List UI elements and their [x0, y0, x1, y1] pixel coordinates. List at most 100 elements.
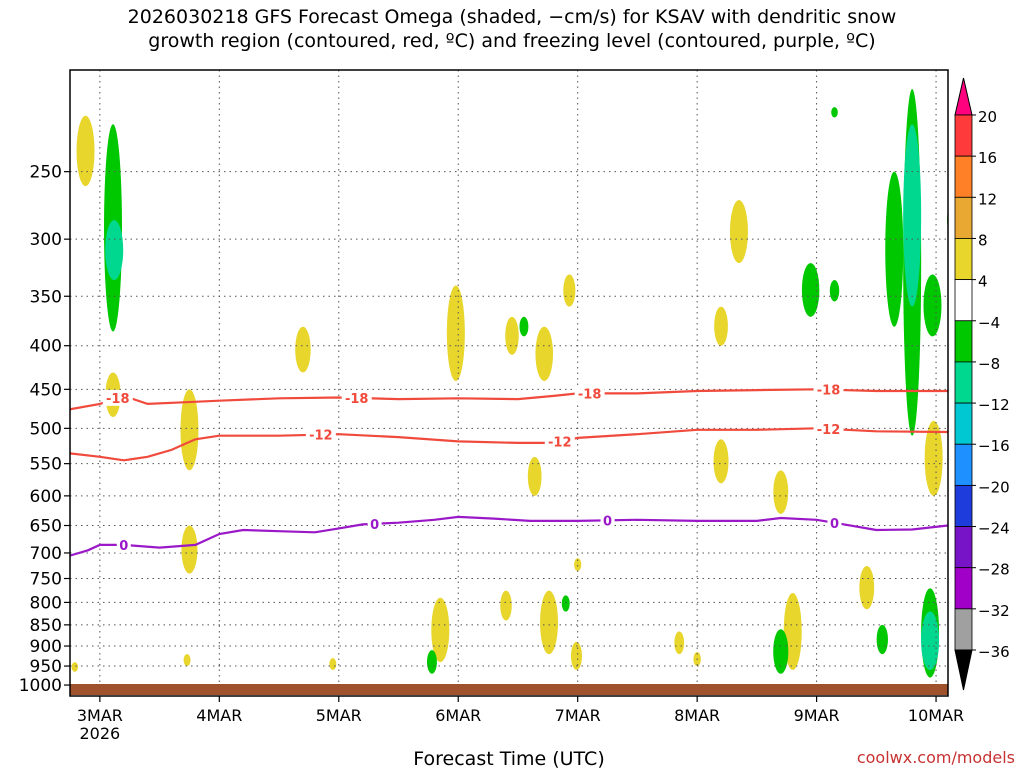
colorbar-swatch-3: [954, 238, 973, 281]
colorbar-swatch-2: [954, 196, 973, 239]
contour-label-dgz_-18-3: -18: [817, 384, 841, 399]
omega-area-33: [829, 280, 840, 302]
contour-label-freezing_0-0: 0: [119, 539, 128, 554]
contour-label-dgz_-18-0: -18: [106, 392, 130, 407]
x-tick-label-2: 5MAR: [316, 706, 362, 725]
contour-label-dgz_-18-1: -18: [345, 392, 369, 407]
contour-label-dgz_-12-2: -12: [817, 423, 841, 438]
colorbar-label-11: −28: [978, 561, 1010, 579]
x-tick-label-3: 6MAR: [435, 706, 481, 725]
y-tick-label-300: 300: [30, 230, 62, 250]
colorbar-top-arrow: [954, 77, 973, 116]
y-tick-label-700: 700: [30, 544, 62, 564]
x-tick-label-7: 10MAR: [908, 706, 964, 725]
y-tick-label-450: 450: [30, 380, 62, 400]
y-tick-label-350: 350: [30, 287, 62, 307]
omega-area-7: [183, 654, 191, 667]
omega-shading-layer: [71, 88, 948, 678]
x-tick-label-1: 4MAR: [196, 706, 242, 725]
omega-area-23: [729, 200, 748, 264]
omega-area-17: [527, 456, 542, 496]
contour-label-bg-dgz_-12-2: [813, 420, 844, 437]
plot-frame: [69, 69, 949, 697]
colorbar-swatch-5: [954, 320, 973, 363]
colorbar-swatch-4: [954, 279, 973, 322]
colorbar-swatch-0: [954, 114, 973, 157]
omega-area-13: [505, 316, 519, 355]
contour-label-bg-freezing_0-3: [827, 514, 842, 531]
colorbar-label-6: −8: [978, 355, 1000, 373]
colorbar-label-7: −12: [978, 396, 1010, 414]
omega-area-10: [446, 285, 465, 382]
omega-area-38: [903, 124, 922, 307]
omega-area-14: [500, 590, 512, 621]
colorbar-label-5: −4: [978, 314, 1000, 332]
contour-label-dgz_-18-2: -18: [578, 387, 602, 402]
y-tick-label-400: 400: [30, 337, 62, 357]
x-tick-label-0: 3MAR: [77, 706, 123, 725]
y-tick-label-800: 800: [30, 593, 62, 613]
y-tick-label-600: 600: [30, 487, 62, 507]
x-axis-label: Forecast Time (UTC): [413, 748, 604, 768]
contour-label-bg-dgz_-18-2: [574, 385, 605, 402]
y-tick-label-650: 650: [30, 517, 62, 537]
omega-area-25: [713, 439, 729, 484]
colorbar-label-12: −32: [978, 602, 1010, 620]
colorbar-swatch-12: [954, 608, 973, 651]
contour-label-freezing_0-3: 0: [830, 517, 839, 532]
contour-label-bg-dgz_-18-1: [341, 389, 372, 406]
omega-area-0: [76, 115, 95, 187]
omega-area-12: [426, 650, 437, 674]
watermark: coolwx.com/models: [857, 748, 1015, 767]
omega-area-18: [540, 590, 559, 655]
contour-label-bg-freezing_0-1: [367, 515, 382, 532]
contour-dgz_-18: [70, 388, 948, 411]
omega-area-6: [181, 525, 198, 574]
y-tick-label-750: 750: [30, 570, 62, 590]
y-tick-label-900: 900: [30, 637, 62, 657]
omega-area-8: [295, 326, 311, 373]
omega-area-28: [773, 470, 789, 514]
chart-title-line-1: 2026030218 GFS Forecast Omega (shaded, −…: [127, 6, 897, 28]
omega-area-20: [570, 641, 582, 670]
colorbar-swatch-9: [954, 484, 973, 527]
contour-label-bg-dgz_-12-1: [544, 433, 575, 450]
contour-label-bg-dgz_-12-0: [305, 426, 336, 443]
omega-area-19: [563, 274, 576, 307]
y-tick-label-950: 950: [30, 657, 62, 677]
contour-freezing_0: [70, 515, 948, 557]
omega-area-32: [831, 107, 838, 118]
omega-area-24: [714, 306, 728, 346]
omega-area-34: [859, 565, 875, 610]
y-tick-label-550: 550: [30, 455, 62, 475]
omega-area-1: [71, 662, 78, 672]
contour-label-bg-freezing_0-0: [116, 536, 131, 553]
axes: 2503003504004505005506006507007508008509…: [19, 163, 964, 743]
colorbar-bottom-arrow: [954, 649, 973, 691]
contour-layer: -18 -18 -18 -18 -12 -12 -12 0 0 0 0: [70, 381, 948, 557]
colorbar-swatch-10: [954, 526, 973, 569]
y-tick-label-850: 850: [30, 616, 62, 636]
omega-area-39: [923, 274, 942, 337]
omega-area-26: [674, 631, 685, 655]
omega-area-9: [329, 658, 337, 670]
colorbar-label-4: 4: [978, 273, 988, 291]
colorbar-label-8: −16: [978, 437, 1010, 455]
colorbar-label-3: 8: [978, 231, 988, 249]
omega-area-35: [876, 624, 888, 655]
omega-area-15: [519, 316, 529, 337]
contour-label-bg-dgz_-18-3: [813, 381, 844, 398]
colorbar-label-9: −20: [978, 478, 1010, 496]
x-tick-label-5: 8MAR: [674, 706, 720, 725]
y-tick-label-1000: 1000: [19, 676, 62, 696]
chart-title-line-2: growth region (contoured, red, ºC) and f…: [148, 30, 876, 52]
omega-area-30: [773, 629, 789, 674]
omega-area-16: [535, 326, 554, 382]
colorbar: 20 16 12 8 4 −4 −8 −12 −16 −20 −24 −28 −32 −36: [954, 77, 1010, 691]
contour-label-dgz_-12-1: -12: [548, 436, 572, 451]
contour-label-freezing_0-1: 0: [370, 518, 379, 533]
colorbar-label-10: −24: [978, 520, 1010, 538]
contour-label-bg-dgz_-18-0: [102, 389, 133, 406]
colorbar-label-13: −36: [978, 643, 1010, 661]
